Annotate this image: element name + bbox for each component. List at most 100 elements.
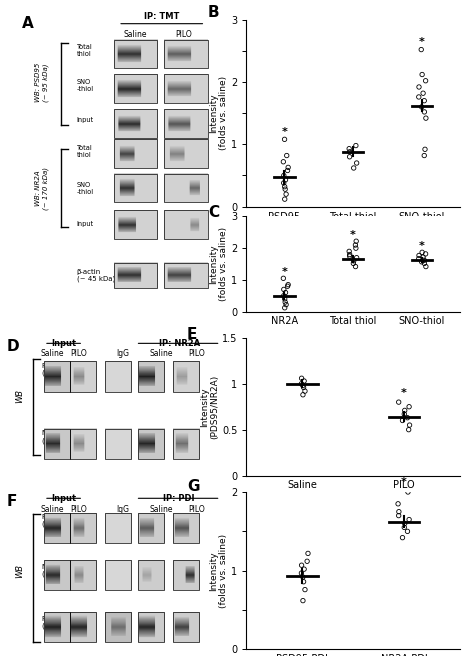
Point bbox=[301, 584, 309, 595]
Point bbox=[350, 163, 357, 173]
Point bbox=[300, 577, 307, 587]
Text: Saline: Saline bbox=[124, 30, 147, 39]
Text: IP: NR2A: IP: NR2A bbox=[158, 339, 200, 348]
Bar bbox=[105, 513, 131, 543]
Point bbox=[298, 379, 305, 389]
Point bbox=[284, 281, 292, 291]
Text: SNO
-thiol: SNO -thiol bbox=[77, 79, 94, 92]
Point bbox=[283, 299, 290, 310]
Bar bbox=[44, 513, 70, 543]
Text: IgG: IgG bbox=[116, 349, 129, 358]
Point bbox=[303, 556, 311, 567]
Text: D: D bbox=[7, 339, 19, 354]
Text: *: * bbox=[419, 241, 425, 251]
Text: PILO: PILO bbox=[175, 30, 192, 39]
Bar bbox=[164, 210, 208, 239]
Bar bbox=[164, 39, 208, 68]
Point bbox=[353, 158, 360, 169]
Text: C: C bbox=[208, 205, 219, 220]
Text: Input: Input bbox=[51, 339, 76, 348]
Point bbox=[280, 157, 287, 167]
Point bbox=[418, 45, 425, 55]
Text: *: * bbox=[282, 127, 287, 137]
Point bbox=[282, 174, 289, 185]
Bar bbox=[164, 139, 208, 168]
Point bbox=[299, 380, 307, 391]
Point bbox=[422, 261, 429, 272]
Point bbox=[299, 572, 307, 583]
Bar bbox=[114, 109, 157, 138]
Point bbox=[284, 162, 292, 173]
Bar bbox=[105, 613, 131, 642]
Point bbox=[419, 88, 427, 98]
Point bbox=[419, 70, 426, 80]
Text: WB: PSD95
(~ 95 kDa): WB: PSD95 (~ 95 kDa) bbox=[35, 63, 48, 102]
Text: A: A bbox=[22, 16, 34, 31]
Point bbox=[419, 247, 426, 258]
Text: Saline: Saline bbox=[150, 349, 173, 358]
Text: PDI
(~ 60 kDa): PDI (~ 60 kDa) bbox=[42, 616, 80, 629]
Point bbox=[401, 518, 409, 529]
Point bbox=[395, 397, 402, 407]
Text: Saline: Saline bbox=[41, 349, 64, 358]
Y-axis label: Intensity
(folds vs. saline): Intensity (folds vs. saline) bbox=[209, 227, 228, 301]
Bar bbox=[70, 560, 96, 590]
Point bbox=[346, 146, 354, 157]
Point bbox=[280, 291, 288, 301]
Point bbox=[415, 253, 423, 264]
Point bbox=[281, 294, 289, 304]
Point bbox=[280, 284, 288, 295]
Text: G: G bbox=[187, 480, 199, 495]
Point bbox=[346, 246, 353, 256]
Point bbox=[415, 92, 423, 102]
Bar bbox=[44, 560, 70, 590]
Point bbox=[394, 499, 402, 509]
Text: Total
thiol: Total thiol bbox=[77, 146, 92, 159]
Point bbox=[280, 273, 287, 283]
Y-axis label: Intensity
(folds vs. saline): Intensity (folds vs. saline) bbox=[209, 76, 228, 150]
Point bbox=[284, 279, 292, 290]
Text: IP: PDI: IP: PDI bbox=[164, 493, 195, 502]
Point bbox=[353, 253, 360, 263]
Bar bbox=[164, 174, 208, 203]
Point bbox=[298, 568, 305, 579]
Point bbox=[404, 413, 411, 423]
Point bbox=[352, 243, 360, 253]
Point bbox=[401, 409, 408, 419]
Text: Total
thiol: Total thiol bbox=[77, 45, 92, 57]
Text: Input: Input bbox=[77, 117, 94, 123]
Point bbox=[415, 82, 423, 92]
Text: *: * bbox=[350, 230, 356, 240]
Point bbox=[405, 514, 413, 525]
Bar bbox=[114, 139, 157, 168]
Text: *: * bbox=[282, 267, 287, 277]
Bar bbox=[173, 429, 199, 459]
Point bbox=[420, 107, 428, 117]
Point bbox=[284, 165, 292, 176]
Point bbox=[415, 250, 423, 260]
Text: PILO: PILO bbox=[71, 504, 87, 514]
Bar bbox=[114, 39, 157, 68]
Point bbox=[420, 95, 428, 106]
Bar bbox=[70, 361, 96, 392]
Text: WB: WB bbox=[16, 564, 25, 578]
Point bbox=[418, 102, 425, 112]
Point bbox=[401, 522, 408, 533]
Point bbox=[405, 424, 412, 435]
Text: E: E bbox=[187, 327, 197, 342]
Text: Saline: Saline bbox=[150, 504, 173, 514]
Point bbox=[420, 255, 428, 266]
Y-axis label: Intensity
(folds vs. saline): Intensity (folds vs. saline) bbox=[209, 534, 228, 607]
Point bbox=[422, 113, 429, 123]
Text: NR2A
(~ 170 kDa): NR2A (~ 170 kDa) bbox=[42, 430, 85, 443]
Bar bbox=[114, 210, 157, 239]
Point bbox=[404, 487, 412, 497]
Text: *: * bbox=[401, 478, 407, 487]
Point bbox=[404, 526, 411, 537]
Bar bbox=[44, 361, 70, 392]
Text: F: F bbox=[7, 493, 17, 508]
Bar bbox=[164, 109, 208, 138]
Bar bbox=[138, 429, 164, 459]
Point bbox=[301, 386, 309, 396]
Text: B: B bbox=[208, 5, 220, 20]
